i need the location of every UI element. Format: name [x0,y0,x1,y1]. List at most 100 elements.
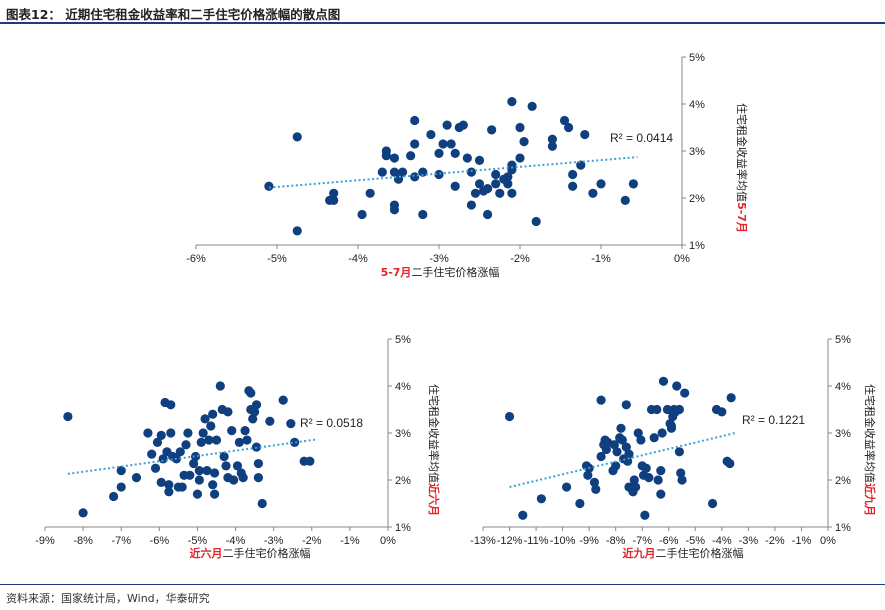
data-point [410,139,420,149]
data-point [536,494,546,504]
data-point [158,454,168,464]
y-axis-title-text: 住宅租金收益率均值 [735,103,749,202]
data-point [438,139,448,149]
x-tick-label: -7% [111,535,131,547]
bottom-rule [0,584,885,585]
data-point [519,137,529,147]
x-axis-title-prefix: 5-7月 [381,266,412,279]
y-axis-title: 住宅租金收益率均值近九月 [863,384,877,516]
y-axis-title-suffix: 近六月 [427,483,441,516]
data-point [466,167,476,177]
data-point [198,428,208,438]
data-point [495,188,505,198]
data-point [232,461,243,471]
x-axis-title-prefix: 近六月 [190,546,223,560]
data-point [470,188,481,198]
data-point [507,165,517,175]
y-tick-label: 3% [835,428,851,440]
data-point [377,167,387,177]
data-point [211,435,222,445]
data-point [406,151,416,161]
data-point [450,148,460,158]
y-axis-title-suffix: 5-7月 [735,202,748,233]
x-tick-label: -2% [765,535,785,547]
data-point [575,498,585,509]
data-point [253,473,264,483]
data-point [568,181,578,191]
data-point [131,473,142,483]
x-tick-label: -10% [550,535,576,547]
y-axis-title-text: 住宅租金收益率均值 [863,384,877,483]
y-tick-label: 3% [395,428,411,440]
data-point [589,477,600,487]
data-point [656,466,666,476]
data-point [202,466,212,476]
data-point [547,141,558,151]
x-tick-label: -5% [188,535,208,547]
data-point [251,400,262,410]
data-point [674,447,684,457]
data-point [265,416,275,426]
data-point [564,122,574,133]
x-tick-label: -7% [632,535,652,547]
data-point [596,395,606,405]
x-tick-label: -3% [264,535,284,547]
r-squared-label: R² = 0.0518 [300,416,363,430]
data-point [147,449,157,459]
x-axis-title-text: 二手住宅价格涨幅 [411,265,499,279]
data-point [204,435,214,445]
data-point [63,411,73,422]
data-point [246,388,256,398]
y-tick-label: 4% [689,99,705,111]
data-point [305,456,315,466]
data-point [177,482,187,492]
y-tick-label: 5% [395,334,411,346]
data-point [503,179,513,189]
data-point [612,447,622,457]
x-axis-title: 近六月二手住宅价格涨幅 [190,546,311,560]
data-point [143,428,153,438]
data-point [507,188,517,198]
data-point [515,153,525,163]
data-point [531,216,541,227]
data-point [653,475,663,485]
data-point [278,395,288,405]
data-point [518,510,528,520]
data-point [621,442,631,452]
data-point [617,435,627,445]
data-point [442,120,452,130]
data-point [166,428,176,438]
data-point [666,423,677,433]
y-axis-title-suffix: 近九月 [863,483,877,516]
data-point [644,473,654,483]
data-point [487,125,497,135]
data-point [596,451,606,462]
data-point [672,381,682,391]
y-axis-title-text: 住宅租金收益率均值 [427,384,441,483]
x-tick-label: -3% [739,535,759,547]
y-tick-label: 1% [835,522,851,534]
x-tick-label: -4% [348,253,368,265]
data-point [257,498,267,509]
data-point [234,437,244,447]
data-point [397,167,408,177]
x-tick-label: -6% [186,253,206,265]
data-point [640,510,650,520]
data-point [196,437,206,447]
data-point [474,155,485,165]
y-tick-label: 1% [395,522,411,534]
data-point [238,473,248,483]
data-point [515,122,525,133]
y-tick-label: 4% [395,381,411,393]
data-point [248,414,258,424]
x-tick-label: -2% [510,253,530,265]
x-tick-label: -1% [340,535,360,547]
data-point [652,404,662,415]
source-note: 资料来源：国家统计局，Wind，华泰研究 [6,592,210,605]
x-tick-label: -8% [606,535,626,547]
data-point [462,153,472,163]
data-point [527,101,537,111]
x-tick-label: -3% [429,253,449,265]
trend-line [268,156,638,189]
